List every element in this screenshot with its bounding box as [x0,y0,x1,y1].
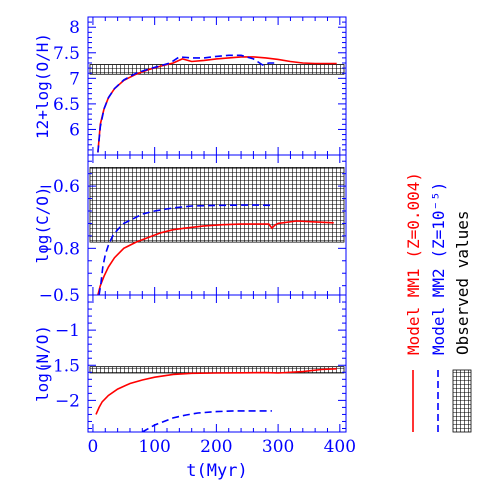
legend-label: Model MM2 (Z=10⁻⁵) [429,182,448,355]
axes-frame-no [87,294,347,433]
panel-oh: 6 6.5 7 7.5 8 12+log(O/H) [33,16,347,156]
y-axis-label-oh: 12+log(O/H) [33,33,52,139]
observed-band-oh [89,64,345,75]
y-tick-label: −0.8 [39,239,80,259]
x-tick-label: 100 [138,437,170,457]
axes-frame-oh [87,16,347,156]
y-tick-label: −2 [55,391,80,411]
mm2-line-oh [97,54,275,153]
mm2-line-co [98,204,272,295]
legend-label: Model MM1 (Z=0.004) [404,172,423,355]
legend-item: Model MM1 (Z=0.004) [404,172,423,432]
legend-item: Model MM2 (Z=10⁻⁵) [429,182,448,432]
y-axis-label-no: log(N/O) [33,325,52,402]
x-tick-label: 200 [200,437,232,457]
y-tick-label: 8 [69,18,80,38]
legend-label: Observed values [453,211,472,356]
y-tick-label: −0.5 [39,286,80,306]
mm1-line-co [97,220,334,295]
x-tick-label: 300 [262,437,294,457]
x-axis-label: t(Myr) [186,461,247,481]
observed-band-co [89,167,345,243]
y-tick-label: 7 [69,69,80,89]
y-tick-label: −0.6 [39,177,80,197]
legend-swatch-observed [452,369,472,433]
mm1-line-oh [97,56,337,153]
y-tick-label: 6.5 [53,95,80,115]
y-axis-label-co: log(C/O) [33,186,52,263]
legend-item: Observed values [452,211,472,433]
mm1-line-no [95,368,337,415]
y-tick-label: 7.5 [53,44,80,64]
y-tick-label: 6 [69,120,80,140]
y-tick-label: −1 [55,321,80,341]
y-tick-label: −1.5 [39,356,80,376]
mm2-line-no [141,410,272,432]
x-tick-label: 400 [324,437,356,457]
panel-no: −2 −1.5 −1 −0.5 log(N/O) 0 100 200 300 400 t(Myr) [33,286,356,481]
legend: Model MM1 (Z=0.004) Model MM2 (Z=10⁻⁵) Obs… [404,172,472,433]
x-tick-label: 0 [88,437,99,457]
